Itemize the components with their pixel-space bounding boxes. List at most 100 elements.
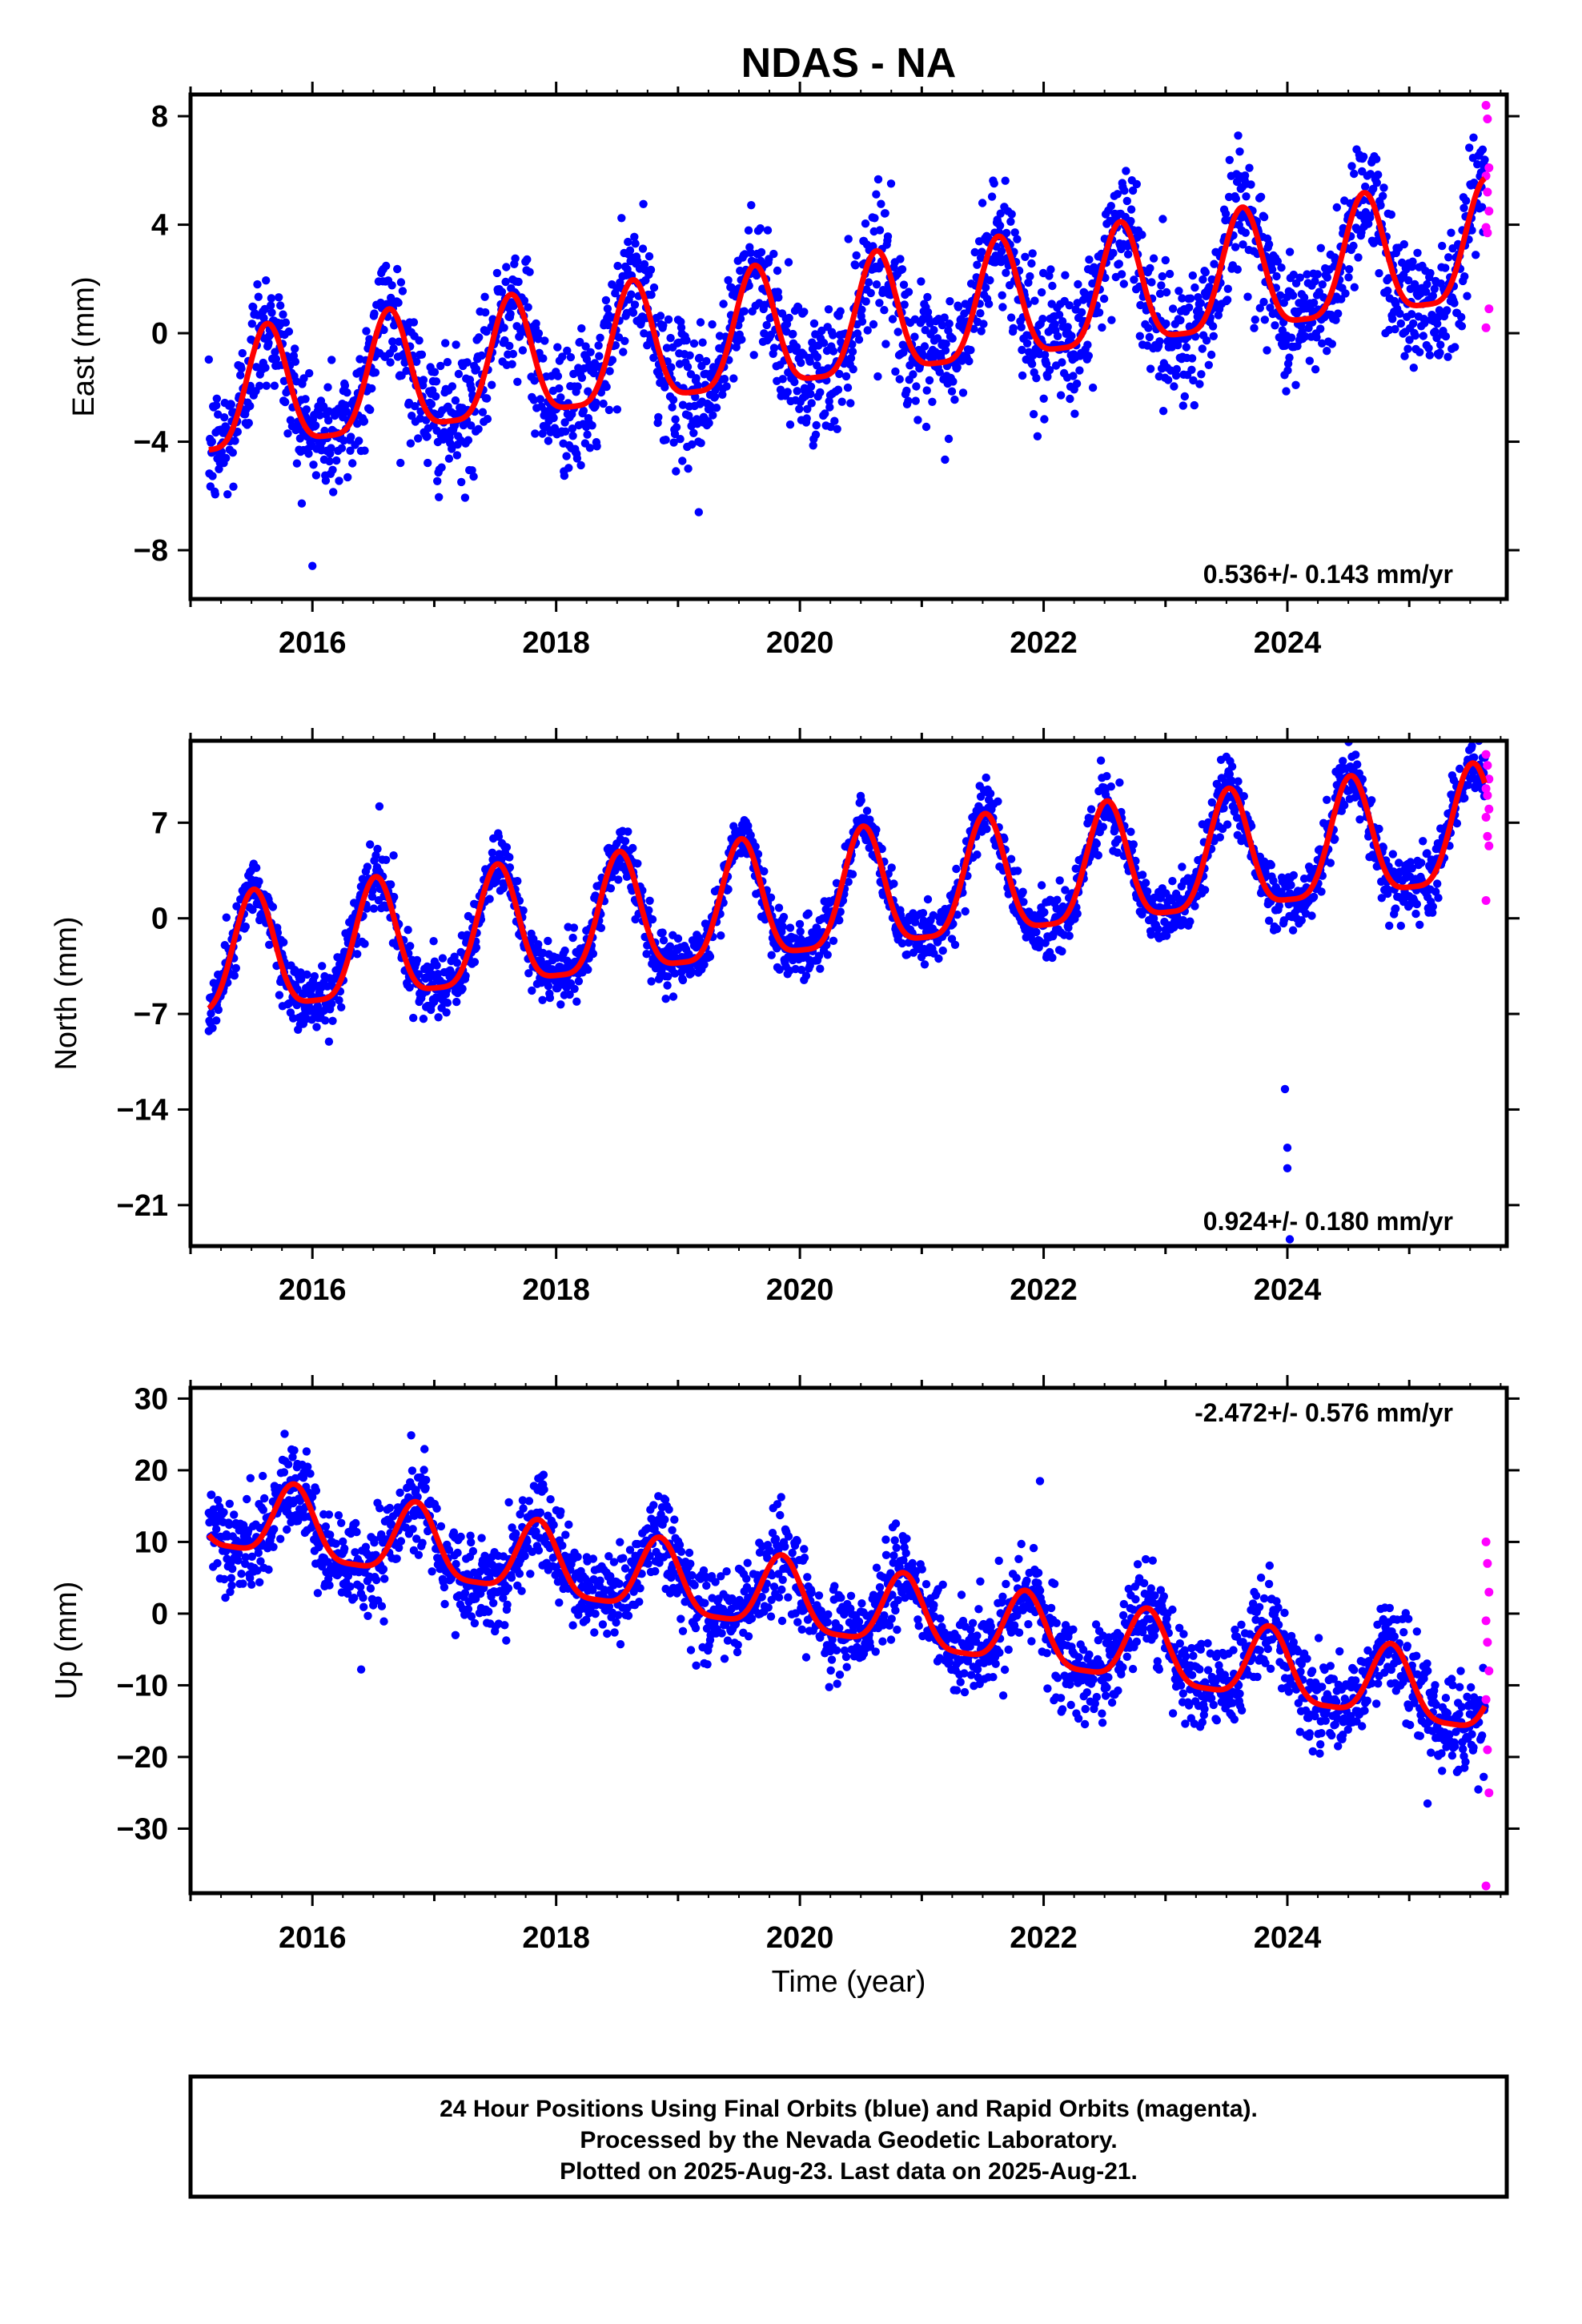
final-orbit-point — [208, 472, 217, 480]
final-orbit-point — [566, 352, 576, 362]
final-orbit-point — [494, 832, 504, 842]
final-orbit-point — [825, 403, 834, 412]
final-orbit-point — [1040, 908, 1049, 917]
final-orbit-point — [594, 341, 603, 350]
final-orbit-point — [1409, 319, 1418, 328]
final-orbit-point — [872, 280, 881, 289]
final-orbit-point — [568, 432, 577, 440]
final-orbit-point — [899, 280, 909, 289]
final-orbit-point — [585, 444, 595, 452]
final-orbit-point — [824, 305, 833, 314]
final-orbit-point — [318, 962, 327, 971]
final-orbit-point — [1417, 858, 1426, 867]
final-orbit-point — [795, 404, 804, 413]
final-orbit-point — [921, 422, 931, 432]
final-orbit-point — [863, 326, 872, 335]
final-orbit-point — [987, 192, 997, 201]
final-orbit-point — [1188, 271, 1198, 280]
final-orbit-point — [1303, 270, 1311, 279]
final-orbit-point — [812, 420, 821, 430]
final-orbit-point — [519, 906, 528, 915]
final-orbit-point — [588, 949, 598, 959]
final-orbit-point — [852, 251, 861, 260]
final-orbit-point — [682, 336, 691, 345]
final-orbit-point — [561, 427, 570, 436]
final-orbit-point — [1351, 750, 1360, 759]
final-orbit-point — [944, 434, 954, 444]
final-orbit-point — [688, 440, 697, 449]
rapid-orbit-point — [1481, 750, 1491, 759]
final-orbit-point — [1433, 320, 1442, 328]
final-orbit-point — [778, 375, 787, 384]
final-orbit-point — [499, 883, 508, 893]
final-orbit-point — [923, 308, 933, 316]
final-orbit-point — [436, 361, 445, 371]
final-orbit-point — [353, 419, 362, 428]
final-orbit-point — [346, 446, 355, 455]
final-orbit-point — [861, 297, 870, 306]
final-orbit-point — [371, 850, 380, 860]
final-orbit-point — [570, 984, 579, 994]
final-orbit-point — [389, 851, 398, 860]
x-tick-label: 2018 — [522, 626, 590, 660]
final-orbit-point — [948, 334, 957, 343]
final-orbit-point — [588, 421, 596, 430]
final-orbit-point — [555, 384, 564, 393]
final-orbit-point — [1002, 228, 1011, 238]
final-orbit-point — [1478, 145, 1488, 154]
final-orbit-point — [608, 356, 617, 364]
final-orbit-point — [1388, 850, 1398, 858]
final-orbit-point — [1375, 269, 1383, 278]
final-orbit-point — [920, 960, 930, 969]
final-orbit-point — [513, 877, 522, 886]
final-orbit-point — [873, 175, 883, 184]
final-orbit-point — [1411, 331, 1420, 340]
final-orbit-point — [891, 367, 900, 376]
final-orbit-point — [451, 396, 460, 405]
final-orbit-point — [297, 975, 306, 983]
final-orbit-point — [1478, 203, 1487, 211]
final-orbit-point — [778, 922, 787, 931]
final-orbit-point — [606, 884, 616, 893]
final-orbit-point — [261, 364, 270, 372]
final-orbit-point — [854, 335, 864, 344]
final-orbit-point — [923, 292, 932, 302]
final-orbit-point — [1399, 239, 1409, 249]
final-orbit-point — [1275, 901, 1284, 911]
final-orbit-point — [1119, 279, 1129, 288]
final-orbit-point — [534, 940, 543, 949]
final-orbit-point — [1083, 340, 1092, 349]
final-orbit-point — [460, 493, 470, 502]
final-orbit-point — [207, 1009, 215, 1018]
final-orbit-point — [454, 369, 464, 379]
outlier-point — [1285, 1235, 1295, 1244]
final-orbit-point — [558, 352, 567, 361]
final-orbit-point — [710, 392, 720, 401]
final-orbit-point — [492, 268, 502, 278]
final-orbit-point — [255, 381, 264, 390]
final-orbit-point — [518, 346, 528, 355]
final-orbit-point — [1045, 365, 1054, 375]
final-orbit-point — [1098, 822, 1108, 831]
final-orbit-point — [833, 424, 841, 433]
final-orbit-point — [672, 423, 681, 432]
final-orbit-point — [773, 266, 782, 275]
final-orbit-point — [905, 361, 914, 370]
final-orbit-point — [668, 403, 677, 412]
final-orbit-point — [911, 396, 920, 405]
final-orbit-point — [1350, 283, 1359, 292]
final-orbit-point — [633, 257, 642, 266]
final-orbit-point — [483, 415, 492, 424]
final-orbit-point — [785, 923, 795, 932]
final-orbit-point — [833, 385, 843, 394]
final-orbit-point — [1415, 920, 1424, 930]
final-orbit-point — [524, 969, 533, 978]
final-orbit-point — [505, 853, 514, 862]
final-orbit-point — [872, 190, 881, 199]
final-orbit-point — [1075, 366, 1084, 375]
final-orbit-point — [595, 352, 604, 360]
final-orbit-point — [996, 209, 1005, 218]
outlier-point — [1283, 1144, 1292, 1152]
final-orbit-point — [899, 348, 908, 357]
